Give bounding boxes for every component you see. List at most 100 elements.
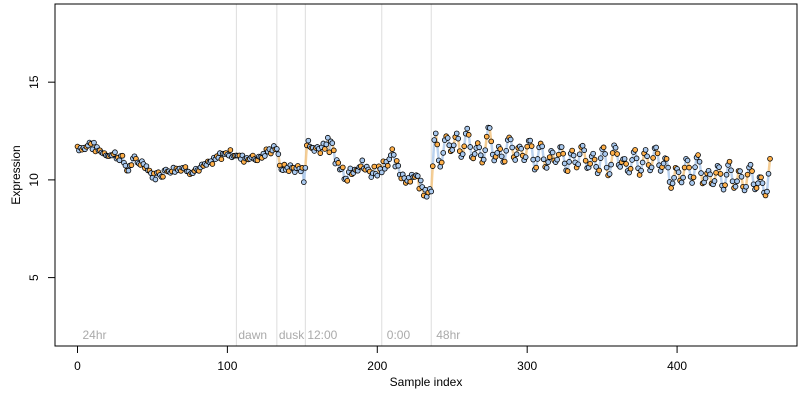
data-point: [446, 142, 453, 149]
data-point: [429, 163, 436, 169]
data-point: [480, 156, 487, 163]
data-point: [716, 164, 722, 170]
data-point: [644, 153, 650, 160]
data-point: [663, 156, 670, 162]
data-point: [642, 147, 649, 153]
data-point: [698, 170, 704, 176]
data-point: [738, 173, 745, 180]
data-point: [654, 150, 661, 157]
data-point: [729, 178, 736, 185]
data-point: [160, 174, 166, 180]
data-point: [125, 167, 132, 174]
x-tick-label: 400: [667, 359, 687, 373]
data-point: [653, 144, 659, 151]
segment-label: dawn: [238, 328, 267, 342]
data-point: [305, 137, 312, 144]
series-segment: [431, 139, 436, 167]
data-point: [543, 165, 550, 171]
data-point: [122, 162, 129, 169]
data-point: [671, 174, 677, 181]
data-point: [759, 180, 766, 186]
data-point: [494, 150, 501, 156]
segment-label: 12:00: [307, 328, 337, 342]
data-point: [728, 167, 734, 174]
data-point: [467, 144, 474, 150]
plot-frame: [54, 3, 798, 347]
data-point: [522, 154, 529, 160]
y-axis: 5 10 15: [27, 75, 56, 281]
data-point: [743, 183, 749, 190]
data-point: [461, 143, 468, 150]
data-point: [549, 149, 556, 156]
data-point: [530, 156, 536, 163]
data-point: [546, 154, 553, 160]
data-point: [275, 151, 282, 157]
data-point: [393, 158, 400, 164]
data-point: [335, 160, 342, 166]
segment-label: 48hr: [436, 328, 460, 342]
data-point: [119, 152, 126, 159]
data-point: [262, 153, 268, 159]
data-point: [638, 167, 644, 174]
data-point: [414, 173, 421, 179]
data-point: [566, 159, 572, 165]
data-point: [726, 158, 733, 165]
data-point: [453, 130, 460, 137]
data-point: [633, 155, 640, 162]
data-point: [152, 176, 159, 183]
data-point: [432, 130, 439, 137]
data-point: [498, 153, 505, 160]
data-point: [528, 143, 535, 149]
data-point: [744, 171, 751, 178]
data-point: [518, 145, 524, 152]
data-point: [695, 152, 701, 158]
x-tick-label: 300: [517, 359, 537, 373]
data-points: [74, 124, 773, 200]
data-point: [128, 162, 135, 168]
data-point: [639, 159, 646, 166]
data-point: [331, 147, 337, 154]
data-point: [323, 141, 330, 148]
data-point: [395, 162, 402, 169]
data-point: [713, 169, 719, 176]
data-point: [444, 135, 451, 141]
data-point: [434, 141, 441, 148]
data-point: [602, 151, 608, 157]
data-point: [569, 147, 575, 154]
data-point: [767, 155, 773, 162]
data-point: [344, 177, 351, 184]
data-point: [660, 160, 667, 167]
x-tick-label: 100: [217, 359, 237, 373]
y-tick-label: 10: [27, 173, 41, 187]
data-point: [512, 157, 518, 163]
data-point: [540, 156, 547, 163]
data-point: [513, 151, 520, 158]
data-point: [627, 165, 634, 172]
data-point: [575, 161, 581, 168]
data-point: [371, 163, 378, 170]
series-segment: [765, 173, 770, 192]
data-point: [593, 164, 599, 170]
data-point: [302, 165, 309, 171]
data-point: [483, 133, 490, 140]
data-point: [384, 162, 391, 169]
data-point: [539, 143, 545, 150]
data-point: [471, 151, 478, 157]
data-point: [723, 171, 730, 178]
data-point: [329, 140, 336, 146]
data-point: [734, 178, 740, 185]
data-point: [209, 161, 216, 167]
data-point: [600, 144, 607, 151]
data-point: [590, 150, 596, 157]
data-point: [692, 164, 698, 170]
data-point: [459, 151, 466, 157]
data-point: [606, 171, 613, 177]
data-point: [702, 175, 709, 182]
data-point: [582, 157, 589, 164]
data-point: [678, 179, 685, 186]
data-point: [486, 125, 493, 131]
data-point: [753, 185, 760, 191]
data-point: [449, 147, 456, 153]
